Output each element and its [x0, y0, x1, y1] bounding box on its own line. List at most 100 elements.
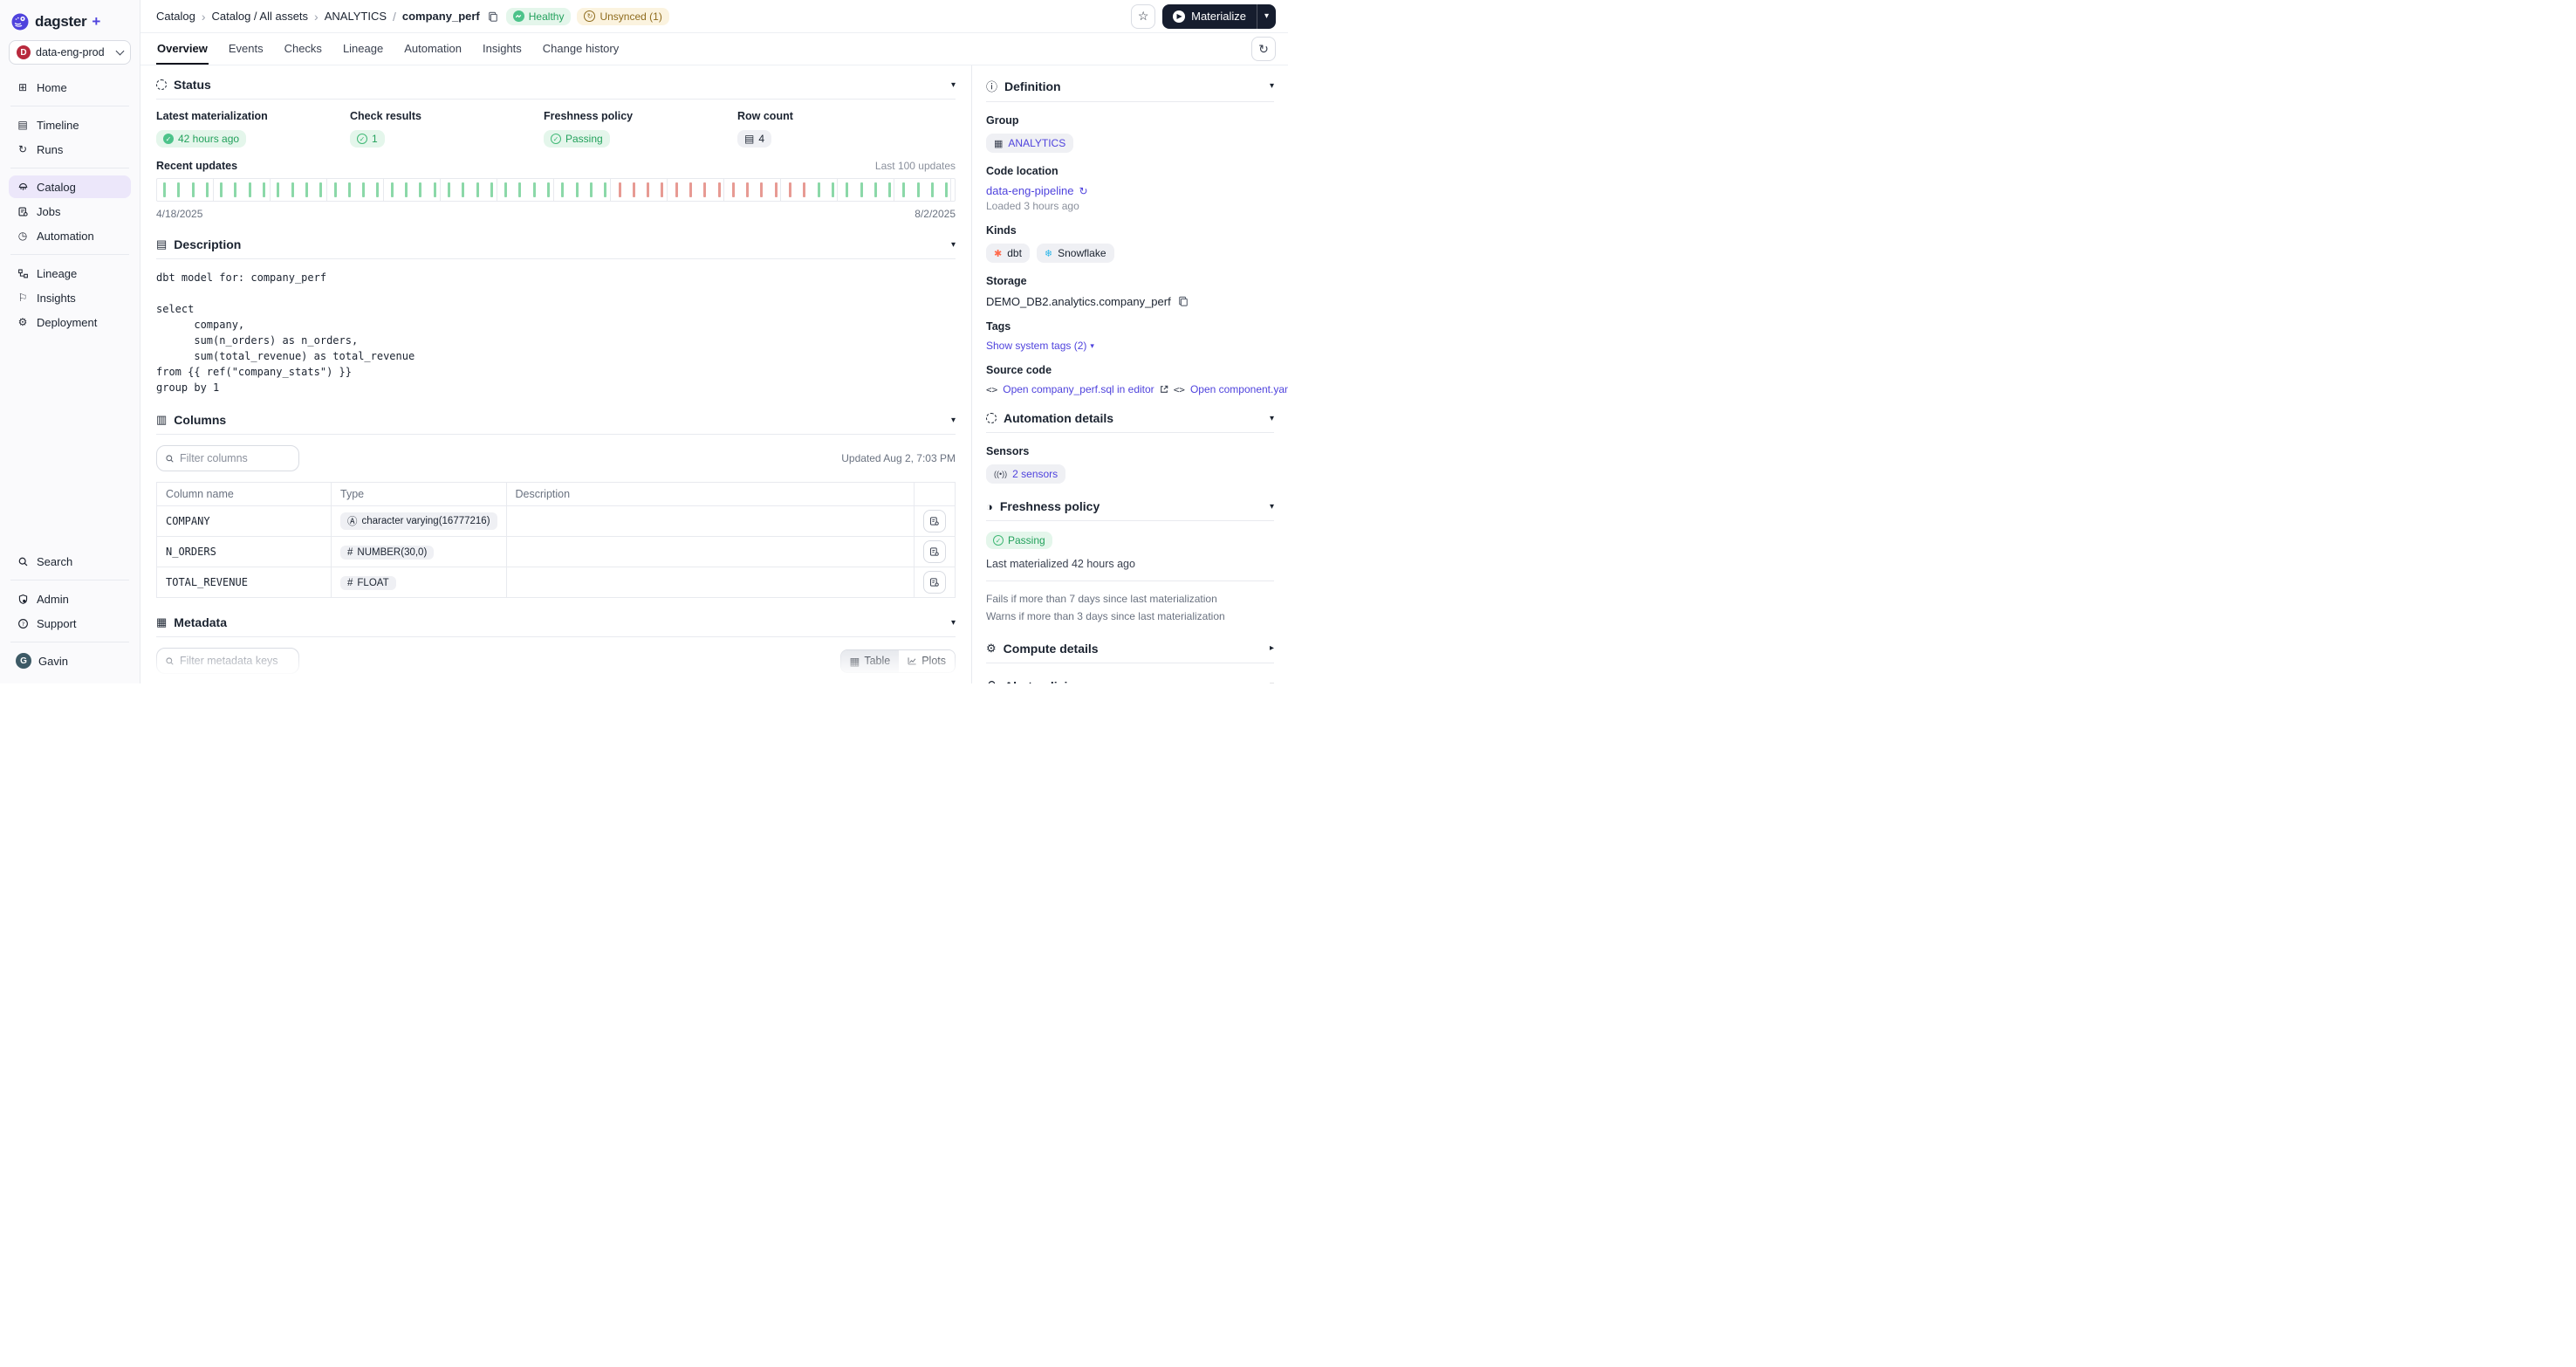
column-lineage-button[interactable] — [923, 540, 946, 563]
update-bar-failed[interactable] — [717, 182, 721, 197]
update-bar-success[interactable] — [419, 182, 422, 197]
sidebar-item-catalog[interactable]: Catalog — [9, 175, 131, 198]
health-status-badge[interactable]: Healthy — [505, 7, 572, 25]
update-bar-success[interactable] — [234, 182, 237, 197]
update-bar-success[interactable] — [888, 182, 892, 197]
update-bar-success[interactable] — [305, 182, 308, 197]
show-system-tags-link[interactable]: Show system tags (2) — [986, 340, 1087, 352]
kind-badge-snowflake[interactable]: ❄ Snowflake — [1036, 244, 1114, 263]
tab-overview[interactable]: Overview — [156, 33, 209, 65]
alerts-collapse-caret[interactable]: ▾ — [1270, 681, 1274, 684]
update-bar-failed[interactable] — [632, 182, 635, 197]
org-selector[interactable]: D data-eng-prod — [9, 40, 131, 65]
tab-checks[interactable]: Checks — [284, 41, 322, 55]
update-bar-success[interactable] — [547, 182, 551, 197]
breadcrumb-analytics[interactable]: ANALYTICS — [324, 10, 387, 23]
update-bar-success[interactable] — [902, 182, 906, 197]
update-bar-success[interactable] — [191, 182, 195, 197]
refresh-button[interactable]: ↻ — [1251, 37, 1276, 61]
materialize-dropdown-caret[interactable]: ▾ — [1256, 3, 1276, 29]
update-bar-success[interactable] — [476, 182, 479, 197]
update-bar-success[interactable] — [945, 182, 949, 197]
open-yaml-link[interactable]: Open component.yaml in editor — [1189, 383, 1288, 395]
table-view-button[interactable]: ▦ Table — [840, 649, 900, 672]
update-bar-success[interactable] — [205, 182, 209, 197]
freshness-collapse-caret[interactable]: ▾ — [1269, 501, 1274, 512]
update-bar-success[interactable] — [604, 182, 607, 197]
update-bar-success[interactable] — [220, 182, 223, 197]
code-location-link[interactable]: data-eng-pipeline — [986, 184, 1074, 197]
sidebar-item-support[interactable]: ? Support — [9, 612, 131, 635]
update-bar-success[interactable] — [817, 182, 820, 197]
update-bar-success[interactable] — [333, 182, 337, 197]
update-bar-success[interactable] — [447, 182, 450, 197]
open-sql-link[interactable]: Open company_perf.sql in editor — [1003, 383, 1154, 395]
sidebar-item-home[interactable]: ⊞ Home — [9, 76, 131, 99]
tab-lineage[interactable]: Lineage — [342, 41, 384, 55]
columns-filter-input[interactable] — [180, 452, 291, 464]
sidebar-item-runs[interactable]: ↻ Runs — [9, 138, 131, 161]
update-bar-failed[interactable] — [774, 182, 778, 197]
update-bar-success[interactable] — [248, 182, 251, 197]
sidebar-item-admin[interactable]: Admin — [9, 587, 131, 610]
copy-icon[interactable] — [486, 10, 500, 24]
materialize-button[interactable]: ▶ Materialize — [1162, 4, 1257, 29]
metadata-collapse-caret[interactable]: ▾ — [950, 617, 956, 628]
sidebar-item-insights[interactable]: ⚐ Insights — [9, 286, 131, 309]
update-bar-success[interactable] — [916, 182, 920, 197]
column-lineage-button[interactable] — [923, 510, 946, 532]
sidebar-item-lineage[interactable]: Lineage — [9, 262, 131, 285]
update-bar-success[interactable] — [163, 182, 166, 197]
unsynced-badge[interactable]: ↻ Unsynced (1) — [577, 7, 669, 25]
sidebar-item-search[interactable]: Search — [9, 550, 131, 573]
breadcrumb-catalog[interactable]: Catalog — [156, 10, 195, 23]
kind-badge-dbt[interactable]: ✱ dbt — [986, 244, 1030, 263]
update-bar-success[interactable] — [347, 182, 351, 197]
update-bar-failed[interactable] — [803, 182, 806, 197]
freshness-passing-badge[interactable]: ✓ Passing — [986, 532, 1052, 549]
update-bar-failed[interactable] — [746, 182, 750, 197]
update-bar-success[interactable] — [433, 182, 436, 197]
update-bar-success[interactable] — [860, 182, 863, 197]
sensors-badge[interactable]: ((•)) 2 sensors — [986, 464, 1066, 484]
update-bar-success[interactable] — [504, 182, 508, 197]
sidebar-item-user[interactable]: G Gavin — [9, 649, 131, 672]
update-bar-success[interactable] — [462, 182, 465, 197]
update-bar-success[interactable] — [561, 182, 565, 197]
update-bar-success[interactable] — [931, 182, 935, 197]
update-bar-success[interactable] — [575, 182, 579, 197]
group-badge[interactable]: ▦ ANALYTICS — [986, 134, 1074, 153]
metadata-filter-input[interactable] — [180, 655, 291, 667]
sidebar-item-jobs[interactable]: Jobs — [9, 200, 131, 223]
columns-collapse-caret[interactable]: ▾ — [950, 415, 956, 425]
update-bar-failed[interactable] — [789, 182, 792, 197]
update-bar-success[interactable] — [490, 182, 493, 197]
copy-icon[interactable] — [1176, 294, 1190, 308]
sidebar-item-timeline[interactable]: ▤ Timeline — [9, 113, 131, 136]
description-collapse-caret[interactable]: ▾ — [950, 239, 956, 250]
update-bar-failed[interactable] — [675, 182, 678, 197]
automation-collapse-caret[interactable]: ▾ — [1269, 413, 1274, 423]
update-bar-success[interactable] — [177, 182, 181, 197]
update-bar-failed[interactable] — [760, 182, 764, 197]
update-bar-failed[interactable] — [647, 182, 650, 197]
compute-expand-caret[interactable]: ▸ — [1269, 643, 1274, 654]
tab-events[interactable]: Events — [228, 41, 264, 55]
sidebar-item-deployment[interactable]: ⚙ Deployment — [9, 311, 131, 333]
update-bar-success[interactable] — [362, 182, 366, 197]
update-bar-success[interactable] — [532, 182, 536, 197]
latest-materialization-badge[interactable]: ✓ 42 hours ago — [156, 130, 247, 148]
update-bar-failed[interactable] — [618, 182, 621, 197]
tab-change-history[interactable]: Change history — [542, 41, 620, 55]
update-bar-success[interactable] — [846, 182, 849, 197]
update-bar-success[interactable] — [319, 182, 323, 197]
plots-view-button[interactable]: Plots — [899, 649, 955, 672]
update-bar-failed[interactable] — [689, 182, 692, 197]
update-bar-success[interactable] — [874, 182, 877, 197]
update-bar-success[interactable] — [405, 182, 408, 197]
tab-insights[interactable]: Insights — [482, 41, 522, 55]
update-bar-success[interactable] — [390, 182, 394, 197]
check-results-badge[interactable]: ✓ 1 — [350, 130, 385, 148]
status-collapse-caret[interactable]: ▾ — [950, 79, 956, 90]
update-bar-failed[interactable] — [661, 182, 664, 197]
